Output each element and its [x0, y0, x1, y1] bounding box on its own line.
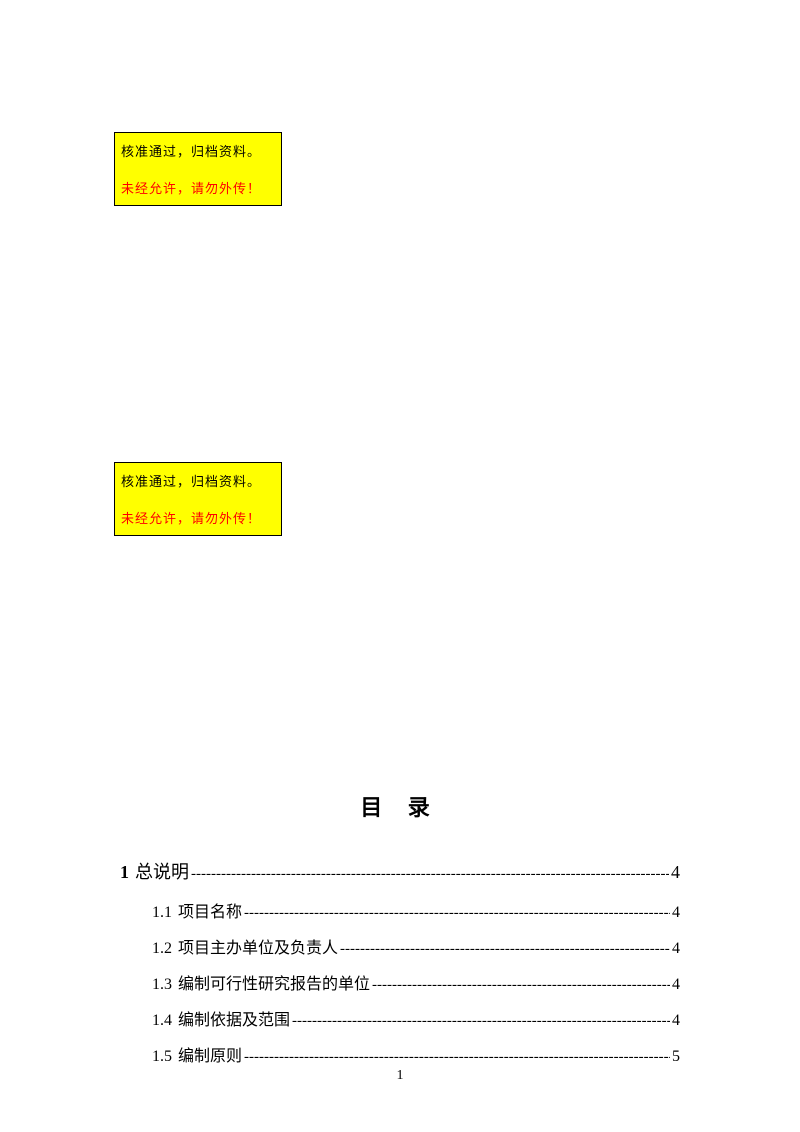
toc-label: 编制依据及范围 — [178, 1006, 290, 1030]
toc-num: 1.5 — [152, 1048, 172, 1066]
toc-num: 1.2 — [152, 940, 172, 958]
toc-label: 编制可行性研究报告的单位 — [178, 970, 370, 994]
toc-leader: ----------------------------------------… — [340, 941, 670, 958]
stamp-line-2: 未经允许，请勿外传！ — [121, 508, 275, 527]
toc-item: 1.1 项目名称 -------------------------------… — [120, 898, 680, 922]
toc-num: 1.1 — [152, 904, 172, 922]
approval-stamp-1: 核准通过，归档资料。 未经允许，请勿外传！ — [114, 132, 282, 206]
toc-page: 4 — [672, 976, 680, 994]
toc-num: 1.3 — [152, 976, 172, 994]
toc-label: 项目名称 — [178, 898, 242, 922]
toc-page: 4 — [672, 940, 680, 958]
toc-page: 4 — [671, 862, 680, 883]
toc-label: 总说明 — [135, 858, 189, 884]
stamp-line-1: 核准通过，归档资料。 — [121, 471, 275, 490]
stamp-line-1: 核准通过，归档资料。 — [121, 141, 275, 160]
toc-item: 1.3 编制可行性研究报告的单位 -----------------------… — [120, 970, 680, 994]
toc-item: 1 总说明 ----------------------------------… — [120, 858, 680, 884]
toc-num: 1 — [120, 862, 129, 883]
toc-page: 4 — [672, 904, 680, 922]
page-number: 1 — [0, 1068, 800, 1084]
toc-leader: ----------------------------------------… — [292, 1013, 670, 1030]
table-of-contents: 1 总说明 ----------------------------------… — [120, 858, 680, 1078]
stamp-line-2: 未经允许，请勿外传！ — [121, 178, 275, 197]
toc-item: 1.2 项目主办单位及负责人 -------------------------… — [120, 934, 680, 958]
toc-leader: ----------------------------------------… — [191, 866, 669, 883]
approval-stamp-2: 核准通过，归档资料。 未经允许，请勿外传！ — [114, 462, 282, 536]
toc-leader: ----------------------------------------… — [372, 977, 670, 994]
toc-title: 目 录 — [0, 790, 800, 822]
toc-leader: ----------------------------------------… — [244, 905, 670, 922]
toc-item: 1.4 编制依据及范围 ----------------------------… — [120, 1006, 680, 1030]
toc-label: 项目主办单位及负责人 — [178, 934, 338, 958]
toc-item: 1.5 编制原则 -------------------------------… — [120, 1042, 680, 1066]
toc-num: 1.4 — [152, 1012, 172, 1030]
toc-page: 4 — [672, 1012, 680, 1030]
toc-leader: ----------------------------------------… — [244, 1049, 670, 1066]
toc-page: 5 — [672, 1048, 680, 1066]
toc-label: 编制原则 — [178, 1042, 242, 1066]
